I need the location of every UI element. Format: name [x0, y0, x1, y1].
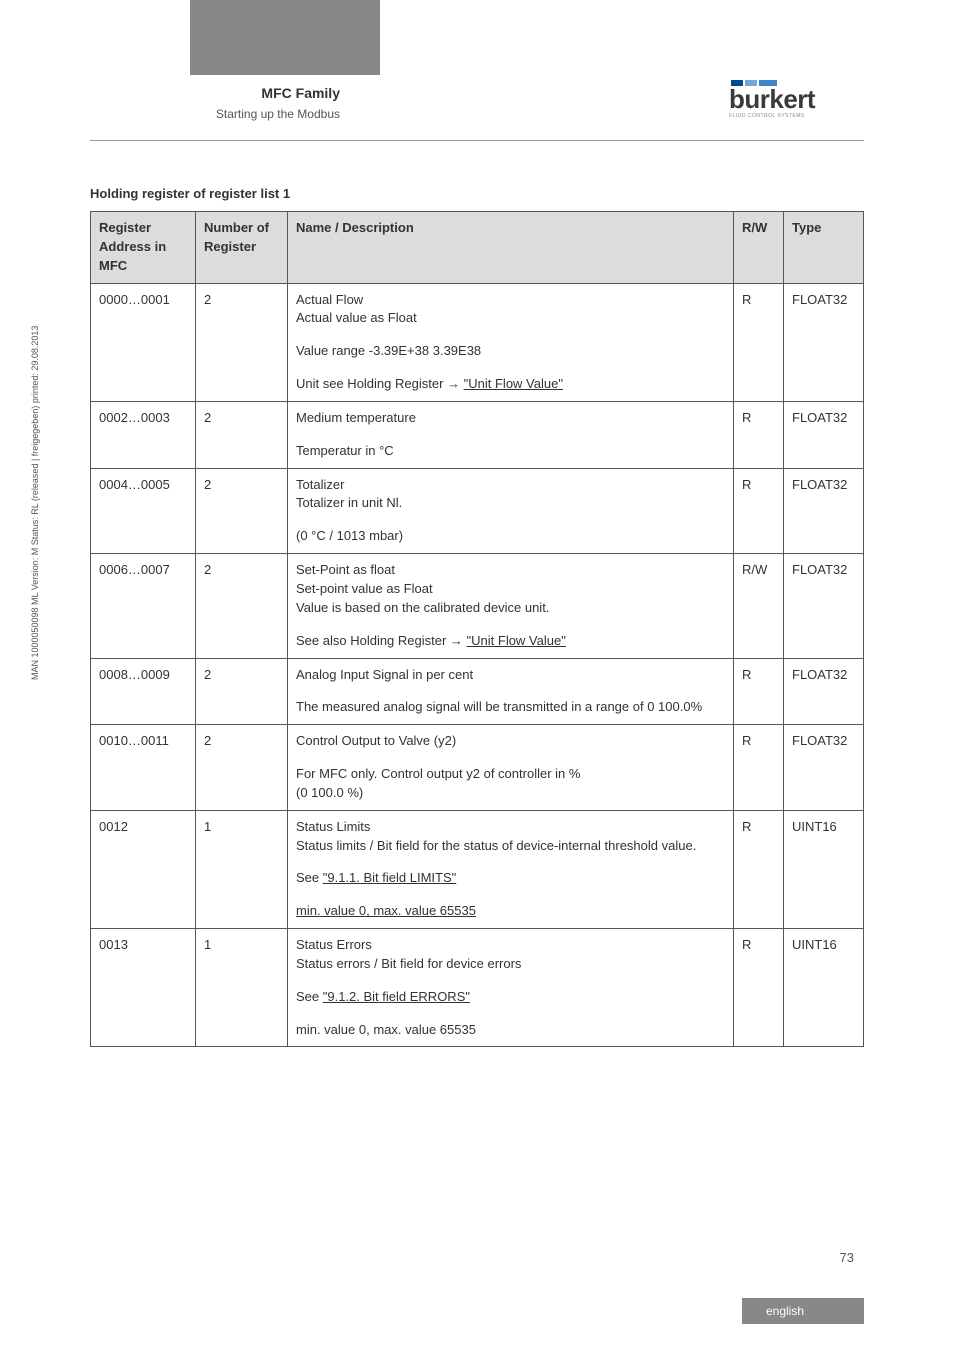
cell-desc: (0 °C / 1013 mbar) — [288, 520, 734, 553]
link-bit-errors[interactable]: "9.1.2. Bit field ERRORS" — [323, 989, 470, 1004]
cell-desc: Totalizer Totalizer in unit Nl. — [288, 468, 734, 520]
cell-desc: Medium temperature — [288, 401, 734, 434]
header: MFC Family Starting up the Modbus burker… — [0, 0, 954, 130]
cell-addr: 0002…0003 — [91, 401, 196, 468]
doc-subtitle: Starting up the Modbus — [216, 107, 340, 121]
cell-addr: 0013 — [91, 929, 196, 1047]
cell-type: FLOAT32 — [784, 554, 864, 658]
cell-num: 2 — [196, 725, 288, 811]
table-header-row: Register Address in MFC Number of Regist… — [91, 212, 864, 284]
logo-text: burkert — [729, 88, 849, 111]
cell-addr: 0000…0001 — [91, 283, 196, 401]
logo-subtext: FLUID CONTROL SYSTEMS — [729, 113, 849, 119]
cell-desc: The measured analog signal will be trans… — [288, 691, 734, 724]
header-tab — [190, 0, 380, 75]
table-row: 0012 1 Status Limits Status limits / Bit… — [91, 810, 864, 862]
cell-num: 2 — [196, 658, 288, 725]
cell-desc: For MFC only. Control output y2 of contr… — [288, 758, 734, 810]
table-row: 0008…0009 2 Analog Input Signal in per c… — [91, 658, 864, 691]
table-row: 0000…0001 2 Actual Flow Actual value as … — [91, 283, 864, 335]
page-number: 73 — [840, 1250, 854, 1265]
cell-desc: Unit see Holding Register → "Unit Flow V… — [288, 368, 734, 401]
cell-desc: See also Holding Register → "Unit Flow V… — [288, 625, 734, 658]
cell-num: 1 — [196, 810, 288, 928]
cell-num: 2 — [196, 283, 288, 401]
cell-type: FLOAT32 — [784, 283, 864, 401]
col-rw: R/W — [734, 212, 784, 284]
cell-desc: See "9.1.2. Bit field ERRORS" — [288, 981, 734, 1014]
table-row: 0006…0007 2 Set-Point as float Set-point… — [91, 554, 864, 625]
link-bit-limits[interactable]: "9.1.1. Bit field LIMITS" — [323, 870, 457, 885]
cell-rw: R — [734, 401, 784, 468]
cell-rw: R/W — [734, 554, 784, 658]
cell-addr: 0006…0007 — [91, 554, 196, 658]
desc-text: See also Holding Register → — [296, 633, 467, 648]
col-num: Number of Register — [196, 212, 288, 284]
cell-addr: 0008…0009 — [91, 658, 196, 725]
table-row: 0010…0011 2 Control Output to Valve (y2)… — [91, 725, 864, 758]
table-title: Holding register of register list 1 — [90, 186, 864, 201]
cell-rw: R — [734, 468, 784, 554]
main-content: Holding register of register list 1 Regi… — [0, 141, 954, 1047]
cell-desc: Status Errors Status errors / Bit field … — [288, 929, 734, 981]
cell-num: 2 — [196, 401, 288, 468]
cell-desc: Status Limits Status limits / Bit field … — [288, 810, 734, 862]
cell-desc: Value range -3.39E+38 3.39E38 — [288, 335, 734, 368]
col-type: Type — [784, 212, 864, 284]
desc-text: See — [296, 989, 323, 1004]
cell-addr: 0012 — [91, 810, 196, 928]
cell-rw: R — [734, 283, 784, 401]
cell-rw: R — [734, 929, 784, 1047]
register-table: Register Address in MFC Number of Regist… — [90, 211, 864, 1047]
table-row: 0004…0005 2 Totalizer Totalizer in unit … — [91, 468, 864, 520]
cell-desc: Set-Point as float Set-point value as Fl… — [288, 554, 734, 625]
cell-desc: min. value 0, max. value 65535 — [288, 1014, 734, 1047]
cell-addr: 0004…0005 — [91, 468, 196, 554]
cell-desc: Analog Input Signal in per cent — [288, 658, 734, 691]
link-unit-flow[interactable]: "Unit Flow Value" — [467, 633, 566, 648]
cell-rw: R — [734, 810, 784, 928]
link-unit-flow[interactable]: "Unit Flow Value" — [464, 376, 563, 391]
cell-num: 2 — [196, 468, 288, 554]
desc-text: See — [296, 870, 323, 885]
language-tab: english — [742, 1298, 864, 1324]
cell-type: UINT16 — [784, 929, 864, 1047]
cell-desc: Actual Flow Actual value as Float — [288, 283, 734, 335]
cell-type: UINT16 — [784, 810, 864, 928]
link-minmax[interactable]: min. value 0, max. value 65535 — [296, 903, 476, 918]
col-addr: Register Address in MFC — [91, 212, 196, 284]
cell-desc: See "9.1.1. Bit field LIMITS" — [288, 862, 734, 895]
cell-type: FLOAT32 — [784, 401, 864, 468]
cell-desc: Temperatur in °C — [288, 435, 734, 468]
side-meta-text: MAN 1000050098 ML Version: M Status: RL … — [30, 326, 40, 680]
table-row: 0013 1 Status Errors Status errors / Bit… — [91, 929, 864, 981]
cell-type: FLOAT32 — [784, 658, 864, 725]
table-row: 0002…0003 2 Medium temperature R FLOAT32 — [91, 401, 864, 434]
desc-text: Unit see Holding Register → — [296, 376, 464, 391]
cell-rw: R — [734, 725, 784, 811]
cell-num: 2 — [196, 554, 288, 658]
doc-title: MFC Family — [120, 85, 340, 101]
brand-logo: burkert FLUID CONTROL SYSTEMS — [729, 80, 849, 119]
col-desc: Name / Description — [288, 212, 734, 284]
cell-desc: min. value 0, max. value 65535 — [288, 895, 734, 928]
cell-type: FLOAT32 — [784, 468, 864, 554]
cell-type: FLOAT32 — [784, 725, 864, 811]
cell-desc: Control Output to Valve (y2) — [288, 725, 734, 758]
cell-addr: 0010…0011 — [91, 725, 196, 811]
cell-num: 1 — [196, 929, 288, 1047]
header-title: MFC Family Starting up the Modbus — [120, 85, 340, 123]
cell-rw: R — [734, 658, 784, 725]
